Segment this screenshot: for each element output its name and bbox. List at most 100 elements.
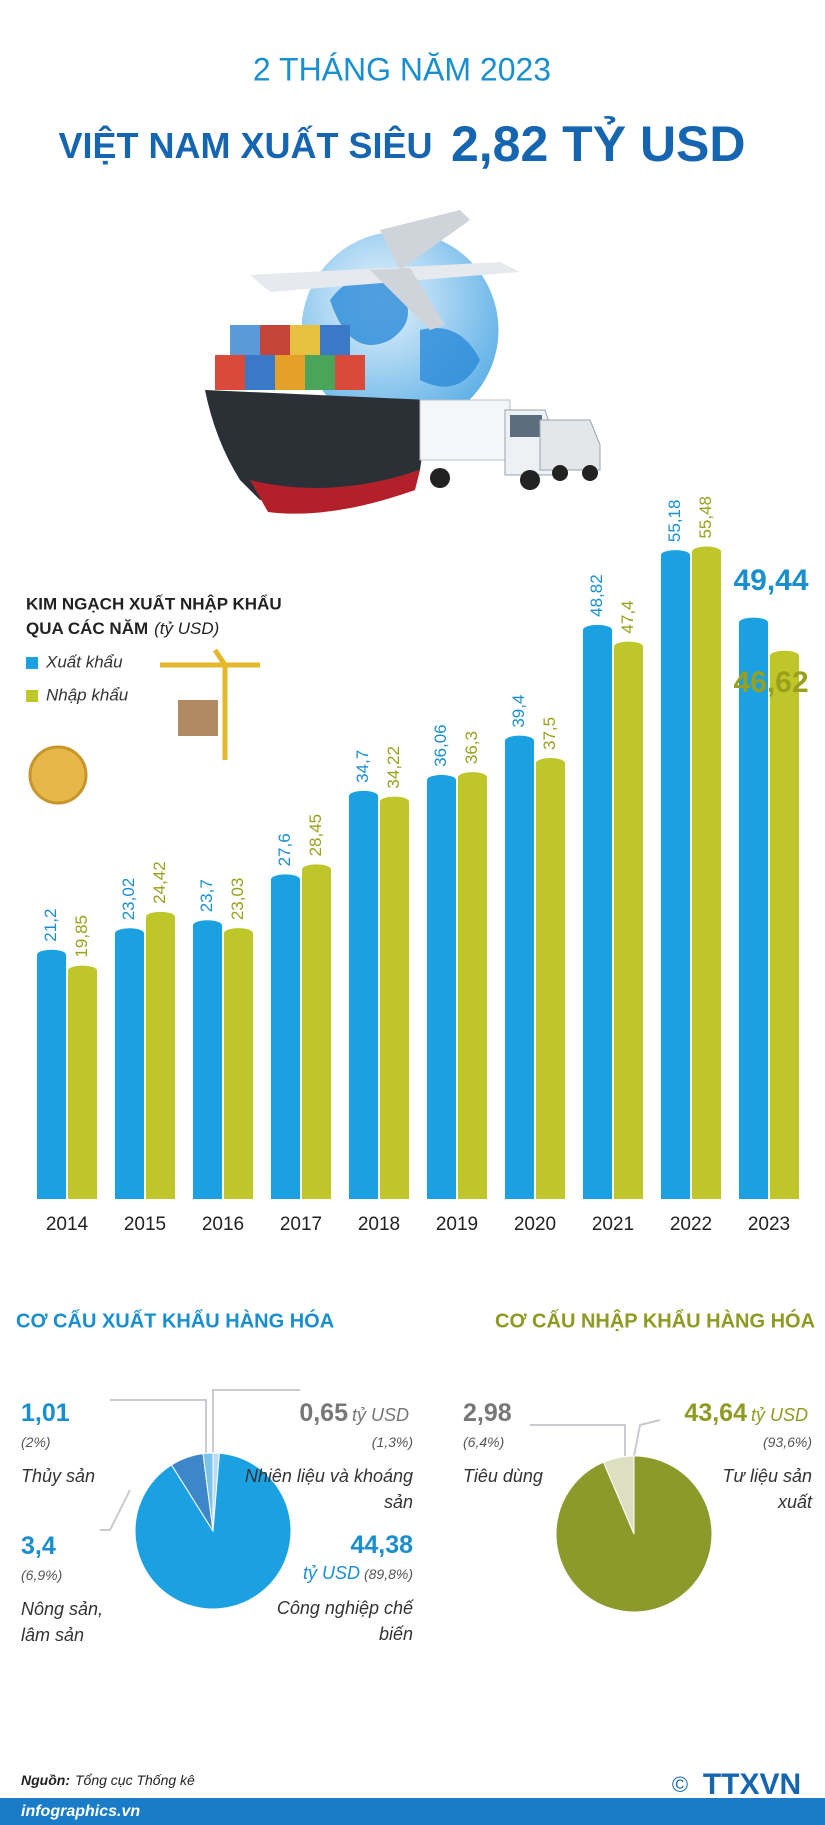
pie-slice bbox=[202, 1452, 214, 1532]
label-value-line: 3,4 bbox=[21, 1533, 121, 1561]
chart-title-2: QUA CÁC NĂM bbox=[26, 619, 148, 638]
legend-label: Nhập khẩu bbox=[46, 685, 129, 704]
chart-title: CƠ CẤU XUẤT KHẨU HÀNG HÓA bbox=[16, 1308, 334, 1332]
label-share-line: (6,4%) bbox=[463, 1428, 603, 1455]
value-label: 23,7 bbox=[197, 879, 216, 912]
value-label: 27,6 bbox=[275, 833, 294, 866]
value-label: 24,42 bbox=[150, 861, 169, 904]
x-tick-label: 2023 bbox=[748, 1214, 790, 1235]
slice-value: 43,64 bbox=[684, 1399, 747, 1427]
footer-bar bbox=[0, 1798, 825, 1825]
x-tick-label: 2014 bbox=[46, 1214, 89, 1235]
label-value-line: 43,64 tỷ USD bbox=[684, 1400, 812, 1428]
slice-share: (93,6%) bbox=[762, 1434, 812, 1450]
bar bbox=[739, 617, 768, 1199]
slice-value: 44,38 bbox=[350, 1531, 413, 1559]
bar bbox=[146, 911, 175, 1199]
slice-value: 2,98 bbox=[463, 1399, 512, 1427]
x-tick-label: 2021 bbox=[592, 1214, 634, 1235]
credit: TTXVN bbox=[703, 1768, 801, 1801]
connector bbox=[110, 1399, 207, 1453]
slice-category: Nhiên liệu và khoáng sản bbox=[244, 1466, 413, 1512]
pie-slice bbox=[602, 1455, 635, 1535]
value-label: 23,02 bbox=[119, 878, 138, 921]
bar bbox=[427, 774, 456, 1199]
x-tick-label: 2019 bbox=[436, 1214, 478, 1235]
source-text: Tổng cục Thống kê bbox=[75, 1772, 195, 1788]
slice-label: 2,98 (6,4%) Tiêu dùng bbox=[463, 1400, 603, 1489]
slice-share: (89,8%) bbox=[363, 1566, 413, 1582]
connector bbox=[100, 1489, 131, 1531]
slice-value: 0,65 bbox=[299, 1399, 348, 1427]
value-label: 39,4 bbox=[509, 695, 528, 728]
site: infographics.vn bbox=[21, 1803, 140, 1820]
bar bbox=[661, 550, 690, 1199]
value-label: 46,62 bbox=[733, 666, 808, 699]
value-label: 28,45 bbox=[306, 814, 325, 857]
source: Nguồn: Tổng cục Thống kê bbox=[21, 1772, 195, 1788]
legend-swatch bbox=[26, 657, 38, 669]
slice-share: (6,4%) bbox=[463, 1434, 505, 1450]
x-tick-label: 2022 bbox=[670, 1214, 712, 1235]
chart-unit: (tỷ USD) bbox=[154, 619, 219, 638]
label-value-line: 1,01 bbox=[21, 1400, 161, 1428]
slice-category: Tiêu dùng bbox=[463, 1466, 543, 1486]
title-text: VIỆT NAM XUẤT SIÊU bbox=[58, 124, 432, 166]
value-label: 47,4 bbox=[618, 600, 637, 633]
bar bbox=[583, 624, 612, 1199]
slice-share: (6,9%) bbox=[21, 1567, 63, 1583]
legend-swatch bbox=[26, 690, 38, 702]
value-label: 55,18 bbox=[665, 500, 684, 543]
bar bbox=[536, 758, 565, 1199]
legend-label: Xuất khẩu bbox=[45, 652, 123, 671]
value-label: 34,7 bbox=[353, 750, 372, 783]
slice-label: 44,38 tỷ USD (89,8%) Công nghiệp chế biến bbox=[273, 1532, 413, 1647]
connector bbox=[633, 1419, 661, 1457]
illustration bbox=[205, 210, 601, 514]
value-label: 23,03 bbox=[228, 878, 247, 921]
label-value-line: 44,38 bbox=[273, 1532, 413, 1560]
label-share-line: (93,6%) bbox=[684, 1428, 812, 1455]
source-label: Nguồn: bbox=[21, 1772, 70, 1788]
x-tick-label: 2020 bbox=[514, 1214, 556, 1235]
value-label: 55,48 bbox=[696, 496, 715, 539]
chart-subtitle: QUA CÁC NĂM (tỷ USD) bbox=[26, 619, 219, 638]
value-label: 49,44 bbox=[733, 564, 808, 597]
title: VIỆT NAM XUẤT SIÊU 2,82 TỶ USD bbox=[58, 116, 745, 172]
bar bbox=[68, 965, 97, 1199]
x-tick-label: 2015 bbox=[124, 1214, 166, 1235]
slice-label: 0,65 tỷ USD (1,3%) Nhiên liệu và khoáng sản bbox=[243, 1400, 413, 1515]
bar bbox=[505, 735, 534, 1199]
value-label: 21,2 bbox=[41, 909, 60, 942]
value-label: 34,22 bbox=[384, 746, 403, 789]
bar bbox=[380, 796, 409, 1199]
bar bbox=[224, 928, 253, 1199]
slice-label: 43,64 tỷ USD (93,6%) Tư liệu sản xuất bbox=[684, 1400, 812, 1515]
value-label: 37,5 bbox=[540, 717, 559, 750]
x-tick-label: 2017 bbox=[280, 1214, 322, 1235]
bar bbox=[115, 928, 144, 1199]
label-value-line: 0,65 tỷ USD bbox=[243, 1400, 413, 1428]
slice-unit: tỷ USD bbox=[351, 1405, 409, 1425]
slice-category: Công nghiệp chế biến bbox=[276, 1598, 413, 1644]
bar bbox=[349, 790, 378, 1199]
slice-value: 3,4 bbox=[21, 1532, 56, 1560]
slice-category: Thủy sản bbox=[21, 1466, 96, 1486]
bar bbox=[458, 772, 487, 1199]
title-highlight: 2,82 TỶ USD bbox=[451, 116, 746, 172]
slice-unit: tỷ USD bbox=[302, 1563, 360, 1583]
bar bbox=[770, 650, 799, 1199]
slice-category: Nông sản, lâm sản bbox=[21, 1599, 104, 1645]
decor-icons bbox=[28, 648, 260, 805]
label-value-line: 2,98 bbox=[463, 1400, 603, 1428]
slice-unit: tỷ USD bbox=[750, 1405, 808, 1425]
value-label: 19,85 bbox=[72, 915, 91, 958]
bar bbox=[302, 864, 331, 1199]
slice-label: 1,01 (2%) Thủy sản bbox=[21, 1400, 161, 1489]
chart-title: KIM NGẠCH XUẤT NHẬP KHẨU bbox=[26, 594, 282, 613]
x-tick-label: 2016 bbox=[202, 1214, 244, 1235]
chart-title: CƠ CẤU NHẬP KHẨU HÀNG HÓA bbox=[495, 1308, 815, 1332]
connector bbox=[212, 1389, 300, 1453]
